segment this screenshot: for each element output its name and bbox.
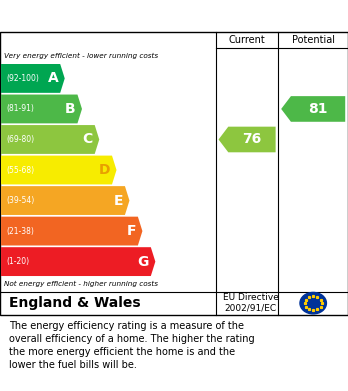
Text: 76: 76 [242,133,262,147]
Text: EU Directive
2002/91/EC: EU Directive 2002/91/EC [223,294,278,313]
Text: The energy efficiency rating is a measure of the
overall efficiency of a home. T: The energy efficiency rating is a measur… [9,321,254,370]
Text: C: C [83,133,93,147]
Polygon shape [219,127,276,152]
Text: England & Wales: England & Wales [9,296,140,310]
Polygon shape [1,95,82,124]
Text: Energy Efficiency Rating: Energy Efficiency Rating [9,9,219,23]
Text: Not energy efficient - higher running costs: Not energy efficient - higher running co… [4,281,158,287]
Text: (81-91): (81-91) [6,104,34,113]
Text: (55-68): (55-68) [6,165,34,174]
Text: (1-20): (1-20) [6,257,29,266]
Text: D: D [99,163,110,177]
Text: E: E [114,194,123,208]
Text: (21-38): (21-38) [6,226,34,236]
Polygon shape [281,96,345,122]
Polygon shape [1,186,129,215]
Text: (39-54): (39-54) [6,196,34,205]
Text: Current: Current [229,35,266,45]
Text: (92-100): (92-100) [6,74,39,83]
Polygon shape [1,64,65,93]
Polygon shape [1,217,142,246]
Text: B: B [65,102,76,116]
Text: (69-80): (69-80) [6,135,34,144]
Polygon shape [1,156,117,185]
Text: Very energy efficient - lower running costs: Very energy efficient - lower running co… [4,53,158,59]
Text: 81: 81 [308,102,328,116]
Text: F: F [127,224,136,238]
Text: Potential: Potential [292,35,335,45]
Circle shape [300,292,326,314]
Text: A: A [48,72,58,85]
Polygon shape [1,247,155,276]
Text: G: G [138,255,149,269]
Polygon shape [1,125,99,154]
